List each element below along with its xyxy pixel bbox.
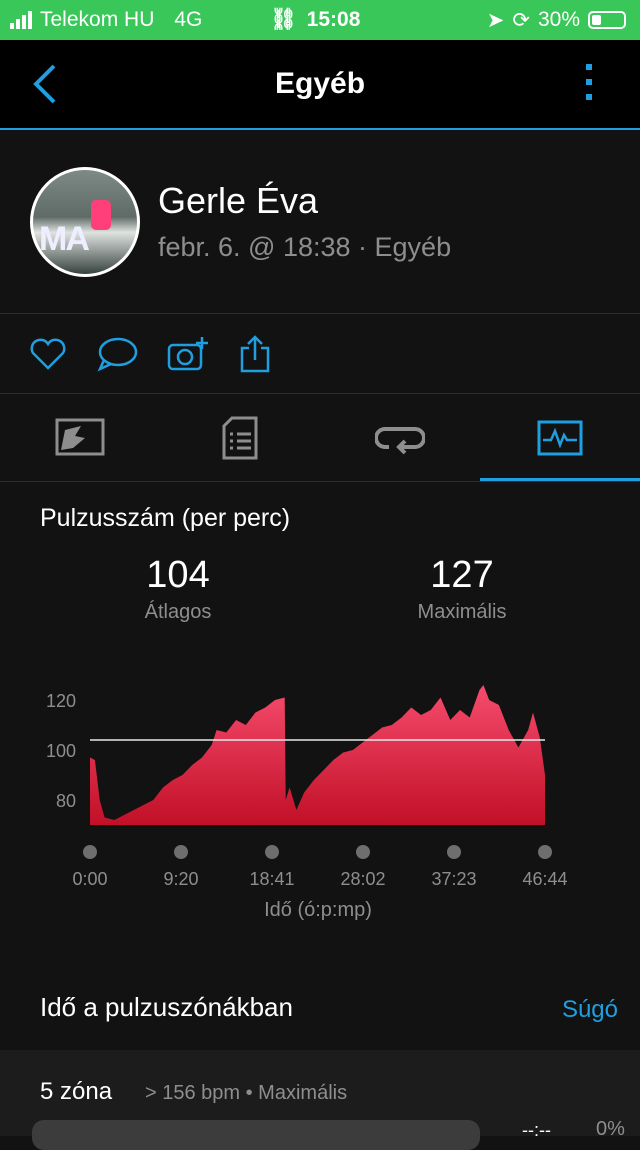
x-tick-label: 9:20: [163, 869, 198, 889]
status-bar: Telekom HU 4G ⛓ 15:08 ➤ ⟳ 30%: [0, 0, 640, 40]
x-tick-label: 46:44: [522, 869, 567, 889]
hr-zones-title: Idő a pulzuszónákban: [40, 992, 293, 1022]
user-name[interactable]: Gerle Éva: [158, 180, 319, 221]
x-tick-label: 28:02: [340, 869, 385, 889]
x-tick-handle: [265, 845, 279, 859]
activity-tabs: [0, 394, 640, 482]
heart-rate-title: Pulzusszám (per perc): [40, 504, 291, 532]
share-icon[interactable]: [238, 334, 272, 374]
action-bar: [0, 314, 640, 394]
x-tick-handle: [447, 845, 461, 859]
link-icon: ⛓: [270, 8, 297, 31]
zone-row: 5 zóna > 156 bpm • Maximális --:-- 0%: [0, 1050, 640, 1150]
activity-meta: febr. 6. @ 18:38 · Egyéb: [158, 232, 452, 262]
comment-icon[interactable]: [96, 336, 138, 372]
x-tick-label: 0:00: [72, 869, 107, 889]
help-link[interactable]: Súgó: [561, 996, 618, 1023]
heart-rate-area: [90, 685, 545, 825]
heart-rate-chart-icon: [537, 420, 583, 455]
activity-owner: MA Gerle Éva febr. 6. @ 18:38 · Egyéb: [0, 130, 640, 314]
network: 4G: [174, 8, 203, 31]
laps-icon: [375, 426, 425, 454]
tab-details[interactable]: [160, 394, 320, 481]
x-tick-handle: [174, 845, 188, 859]
tab-heart-rate-chart[interactable]: [480, 394, 640, 481]
page-title: Egyéb: [274, 67, 366, 100]
rotation-lock-icon: ⟳: [512, 8, 530, 32]
zone-range: > 156 bpm • Maximális: [145, 1082, 348, 1104]
tab-laps[interactable]: [320, 394, 480, 481]
zone-time: --:--: [522, 1120, 551, 1140]
back-button[interactable]: [30, 62, 60, 106]
battery-percent: 30%: [537, 8, 580, 31]
y-tick-label: 120: [46, 691, 76, 711]
x-tick-handle: [356, 845, 370, 859]
carrier: Telekom HU: [40, 8, 155, 31]
location-icon: ➤: [486, 8, 505, 32]
zone-percent: 0%: [596, 1118, 625, 1140]
nav-header: Egyéb: [0, 40, 640, 130]
x-tick-handle: [538, 845, 552, 859]
zone-progress-bar: [32, 1120, 480, 1150]
y-tick-label: 100: [46, 741, 76, 761]
average-hr: 104 Átlagos: [144, 554, 212, 623]
map-icon: [55, 418, 105, 455]
avatar[interactable]: MA: [30, 166, 140, 277]
x-tick-label: 37:23: [431, 869, 476, 889]
max-hr: 127 Maximális: [417, 554, 507, 623]
heart-icon[interactable]: [28, 336, 68, 372]
y-tick-label: 80: [56, 791, 76, 811]
x-tick-handle: [83, 845, 97, 859]
add-photo-icon[interactable]: [166, 335, 210, 373]
details-icon: [222, 416, 258, 459]
zone-name: 5 zóna: [40, 1078, 113, 1105]
x-tick-label: 18:41: [249, 869, 294, 889]
signal-icon: [10, 11, 32, 29]
more-menu-icon[interactable]: [586, 64, 592, 100]
tab-map[interactable]: [0, 394, 160, 481]
heart-rate-chart[interactable]: 80 100 120 0:00 9:20 18:41 28:02 37:23 46:44 Idő …: [0, 660, 640, 930]
clock: 15:08: [306, 8, 361, 31]
x-axis-label: Idő (ó:p:mp): [264, 899, 372, 921]
battery-icon: [588, 11, 626, 29]
